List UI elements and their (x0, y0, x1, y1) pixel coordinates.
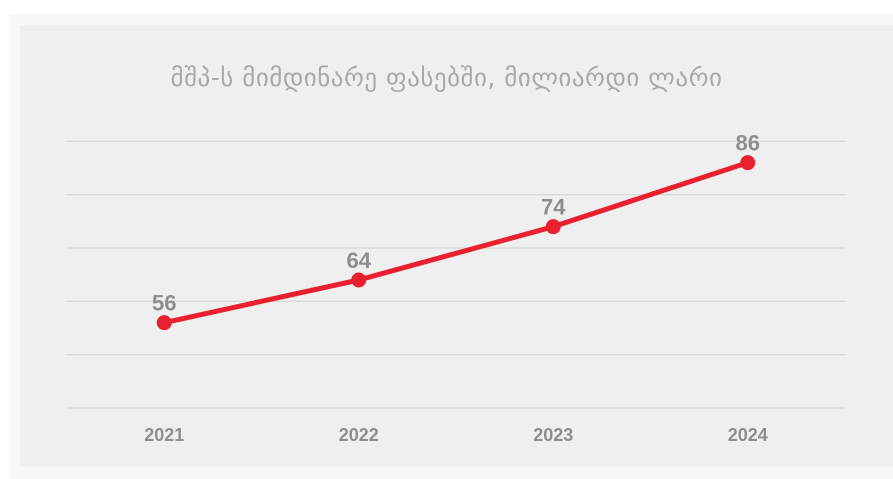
data-point (156, 315, 172, 331)
series-line (161, 160, 751, 326)
chart-panel (20, 25, 893, 467)
x-tick-label: 2022 (339, 425, 379, 445)
gridlines (67, 140, 845, 409)
x-tick-label: 2023 (533, 425, 573, 445)
data-labels: 56 64 74 86 (152, 131, 760, 316)
data-point (351, 272, 367, 288)
data-points (156, 155, 756, 331)
data-label: 64 (347, 248, 372, 273)
data-label: 74 (541, 195, 566, 220)
x-tick-label: 2024 (728, 425, 768, 445)
x-axis-ticks: 2021 2022 2023 2024 (144, 425, 768, 445)
x-tick-label: 2021 (144, 425, 184, 445)
data-label: 56 (152, 291, 176, 316)
data-point (545, 219, 561, 235)
data-label: 86 (736, 131, 760, 156)
data-point (740, 155, 756, 171)
series-lines (161, 160, 751, 326)
chart-title: მშპ-ს მიმდინარე ფასებში, მილიარდი ლარი (170, 63, 723, 92)
